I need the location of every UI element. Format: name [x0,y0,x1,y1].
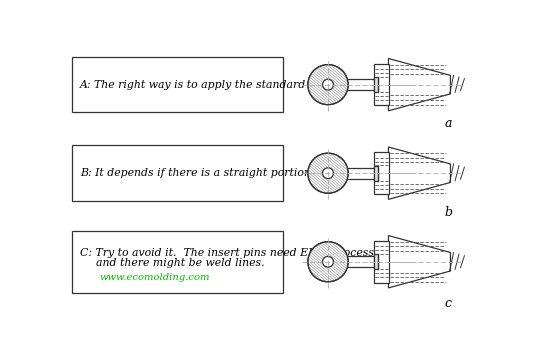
Polygon shape [388,147,450,199]
Text: a: a [444,117,452,130]
Bar [334,256,374,267]
Circle shape [308,242,348,282]
Polygon shape [388,236,450,288]
Circle shape [323,79,334,90]
Bar [374,64,389,106]
Bar [374,77,379,92]
Text: www.ecomolding.com: www.ecomolding.com [100,273,210,282]
Bar [334,168,374,179]
Text: c: c [445,297,452,310]
Circle shape [308,153,348,193]
Text: A: The right way is to apply the standard ejector pins.: A: The right way is to apply the standar… [80,80,378,90]
Bar [374,254,379,269]
Text: and there might be weld lines.: and there might be weld lines. [96,258,264,268]
Text: b: b [444,206,452,219]
Circle shape [323,168,334,179]
Polygon shape [388,58,450,111]
Bar [374,241,389,283]
Bar [334,79,374,90]
Circle shape [323,256,334,267]
Bar [374,152,389,194]
Bar [72,57,283,112]
Text: B: It depends if there is a straight portion in the cavity.: B: It depends if there is a straight por… [80,168,385,178]
Bar [72,145,283,201]
Bar [374,166,379,181]
Bar [72,231,283,292]
Text: C: Try to avoid it.  The insert pins need EDM process: C: Try to avoid it. The insert pins need… [80,247,374,257]
Circle shape [308,65,348,104]
